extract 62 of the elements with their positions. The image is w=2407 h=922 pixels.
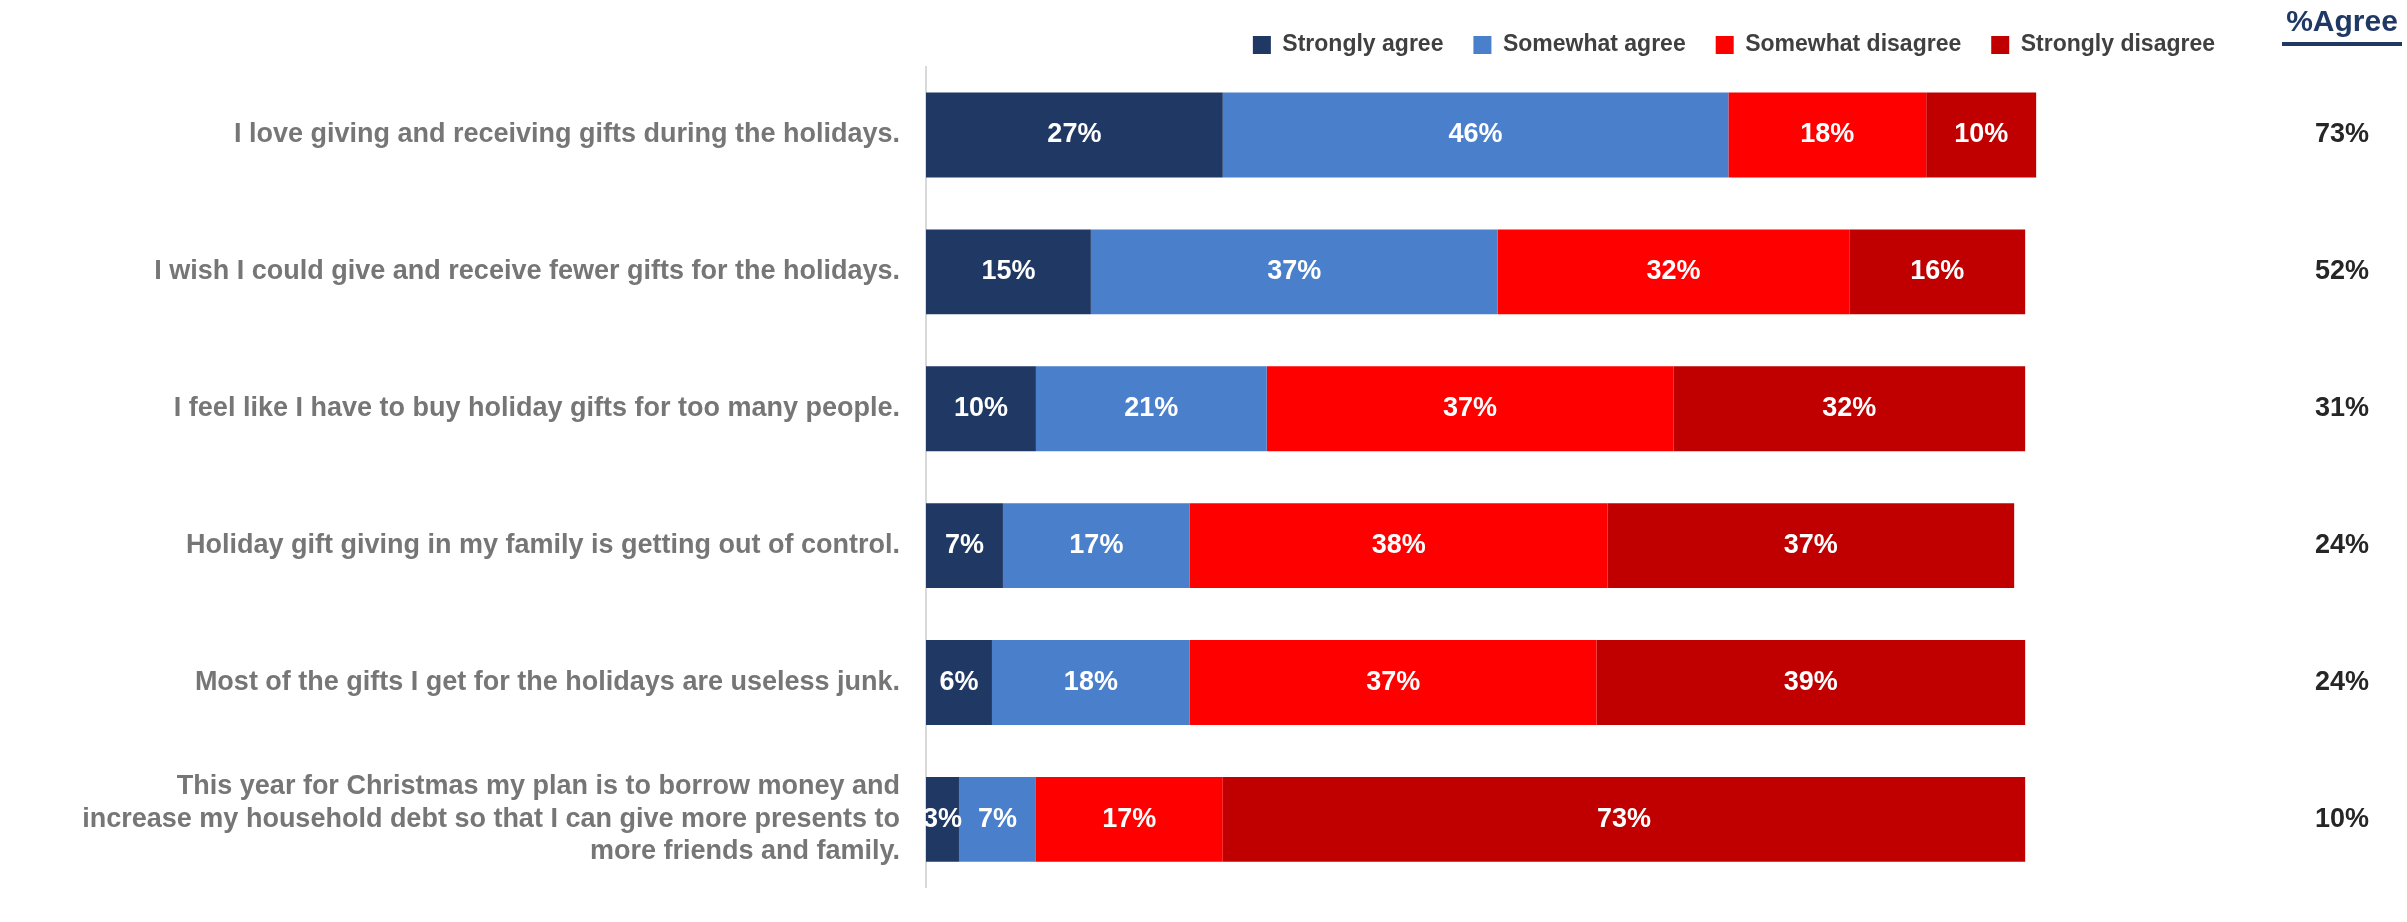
- data-label: 15%: [981, 255, 1036, 286]
- bar: [926, 640, 992, 725]
- legend-label: Somewhat agree: [1502, 30, 1686, 57]
- bar: [1926, 92, 2037, 178]
- bar: [1189, 640, 1597, 725]
- y-tick-label: I feel like I have to buy holiday gifts for too many people.: [173, 392, 900, 423]
- y-tick-label: I love giving and receiving gifts during the holidays.: [233, 118, 900, 149]
- bar: [1035, 776, 1223, 862]
- data-label: 37%: [1267, 255, 1322, 286]
- text: %Agree: [2282, 4, 2402, 46]
- text: 73%: [2314, 118, 2370, 149]
- text: 10%: [2314, 802, 2370, 833]
- legend-label: Strongly disagree: [2020, 30, 2216, 57]
- text: 24%: [2314, 529, 2370, 560]
- data-label: 37%: [1366, 665, 1421, 696]
- bar: [1090, 229, 1498, 315]
- data-label: 38%: [1371, 529, 1426, 560]
- data-label: 37%: [1443, 392, 1498, 423]
- data-label: 7%: [944, 529, 984, 560]
- data-label: 10%: [1954, 118, 2009, 149]
- bar: [926, 92, 1223, 178]
- text: 52%: [2314, 255, 2370, 286]
- data-label: 27%: [1047, 118, 1102, 149]
- bar: [926, 503, 1003, 589]
- y-tick-label: This year for Christmas my plan is to borrow money and increase my household debt so that I can give more presents to more friends and family.: [82, 770, 900, 866]
- bar: [926, 366, 1036, 452]
- text: 31%: [2314, 392, 2370, 423]
- bar: [1497, 229, 1850, 315]
- data-label: 17%: [1069, 529, 1124, 560]
- bar: [1849, 229, 2026, 315]
- data-label: 21%: [1124, 392, 1179, 423]
- bar: [1607, 503, 2015, 589]
- data-label: 73%: [1596, 802, 1651, 833]
- bar: [1728, 92, 1927, 178]
- data-label: 18%: [1063, 665, 1118, 696]
- bar: [991, 640, 1190, 725]
- y-tick-label: Holiday gift giving in my family is getting out of control.: [185, 529, 900, 560]
- bar: [1002, 503, 1190, 589]
- data-label: 10%: [953, 392, 1008, 423]
- data-label: 32%: [1822, 392, 1877, 423]
- bar: [1222, 776, 2026, 862]
- y-tick-label: Most of the gifts I get for the holidays are useless junk.: [194, 665, 900, 696]
- data-label: 46%: [1448, 118, 1503, 149]
- data-label: 37%: [1783, 529, 1838, 560]
- text: 24%: [2314, 665, 2370, 696]
- bar: [1673, 366, 2026, 452]
- bar: [926, 229, 1091, 315]
- data-label: 6%: [939, 665, 979, 696]
- data-label: 32%: [1646, 255, 1701, 286]
- bar: [1596, 640, 2026, 725]
- data-label: 17%: [1102, 802, 1157, 833]
- legend-label: Somewhat disagree: [1745, 30, 1962, 57]
- bar: [1189, 503, 1608, 589]
- y-tick-label: I wish I could give and receive fewer gifts for the holidays.: [154, 255, 900, 286]
- legend-label: Strongly agree: [1282, 30, 1444, 57]
- data-label: 16%: [1910, 255, 1965, 286]
- bar: [1266, 366, 1674, 452]
- data-label: 18%: [1800, 118, 1855, 149]
- data-label: 7%: [977, 802, 1017, 833]
- data-label: 39%: [1783, 665, 1838, 696]
- bar: [1222, 92, 1729, 178]
- bar: [1035, 366, 1267, 452]
